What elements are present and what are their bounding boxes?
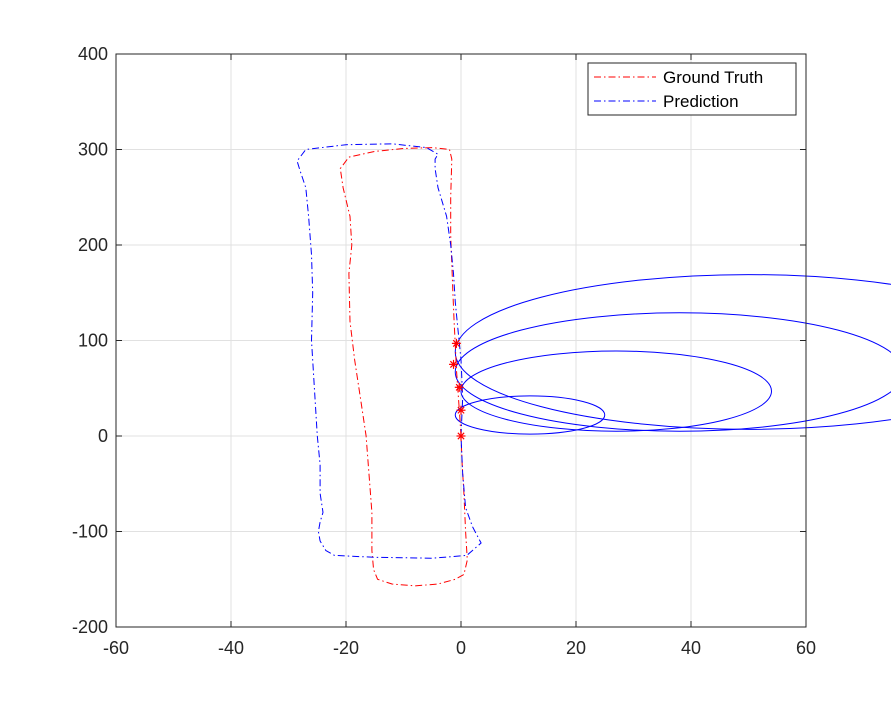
- y-tick-label: 0: [98, 426, 108, 446]
- ellipse-0: [454, 395, 606, 435]
- y-tick-label: 100: [78, 331, 108, 351]
- x-tick-label: -40: [218, 638, 244, 658]
- y-tick-label: -200: [72, 617, 108, 637]
- ellipses: [454, 274, 891, 435]
- series-line-prediction: [296, 143, 482, 559]
- y-tick-label: 300: [78, 140, 108, 160]
- x-tick-label: 60: [796, 638, 816, 658]
- marker-asterisk: [449, 359, 459, 369]
- x-axis-ticks: -60 -40 -20 0 20 40 60: [103, 54, 816, 658]
- y-tick-label: -100: [72, 522, 108, 542]
- x-tick-label: 40: [681, 638, 701, 658]
- x-tick-label: -20: [333, 638, 359, 658]
- marker-asterisk: [454, 382, 464, 392]
- series-line-ground-truth: [339, 147, 468, 587]
- y-axis-ticks: -200 -100 0 100 200 300 400: [72, 44, 806, 637]
- legend-box: [587, 62, 797, 116]
- x-tick-label: -60: [103, 638, 129, 658]
- x-tick-label: 0: [456, 638, 466, 658]
- legend: Ground Truth Prediction: [587, 62, 797, 116]
- legend-label-prediction: Prediction: [663, 92, 739, 111]
- ellipse-1: [460, 350, 772, 432]
- ellipse-2: [454, 312, 891, 432]
- ellipse-3: [454, 274, 891, 430]
- marker-asterisk: [451, 338, 461, 348]
- marker-asterisk: [456, 431, 466, 441]
- y-tick-label: 200: [78, 235, 108, 255]
- series-lines: [296, 143, 482, 587]
- x-tick-label: 20: [566, 638, 586, 658]
- marker-asterisk: [456, 405, 466, 415]
- markers: [449, 338, 466, 441]
- legend-label-ground-truth: Ground Truth: [663, 68, 763, 87]
- y-tick-label: 400: [78, 44, 108, 64]
